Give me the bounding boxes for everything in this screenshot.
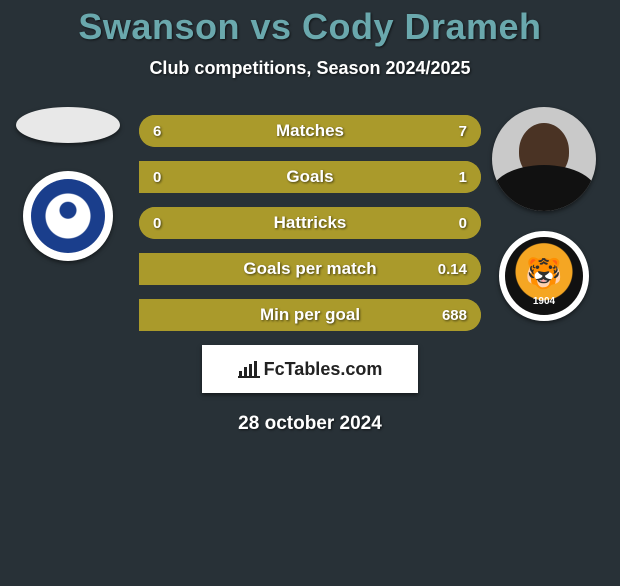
stat-label: Min per goal: [139, 299, 481, 331]
stat-label: Matches: [139, 115, 481, 147]
left-club-badge: ★: [23, 171, 113, 261]
left-player-photo-placeholder: [16, 107, 120, 143]
stat-value-right: 7: [459, 115, 467, 147]
stat-bars: 6Matches70Goals10Hattricks0Goals per mat…: [139, 115, 481, 331]
star-icon: ★: [61, 195, 75, 215]
right-player-photo: [492, 107, 596, 211]
stat-bar: Min per goal688: [139, 299, 481, 331]
left-player-column: ★: [8, 107, 128, 261]
attribution-text: FcTables.com: [264, 359, 383, 380]
right-club-badge: 🐯 1904: [499, 231, 589, 321]
page-title: Swanson vs Cody Drameh: [0, 6, 620, 48]
barchart-icon: [238, 360, 260, 378]
stat-label: Goals per match: [139, 253, 481, 285]
stat-label: Goals: [139, 161, 481, 193]
comparison-stage: ★ 🐯 1904 6Matches70Goals10Hattricks0Goal…: [0, 115, 620, 435]
club-founded-year: 1904: [533, 296, 555, 307]
attribution-box: FcTables.com: [202, 345, 418, 393]
right-player-column: 🐯 1904: [490, 107, 598, 321]
stat-value-right: 688: [442, 299, 467, 331]
stat-value-right: 0.14: [438, 253, 467, 285]
stat-bar: Goals per match0.14: [139, 253, 481, 285]
stat-label: Hattricks: [139, 207, 481, 239]
page-subtitle: Club competitions, Season 2024/2025: [0, 58, 620, 79]
stat-bar: 0Hattricks0: [139, 207, 481, 239]
stat-value-right: 0: [459, 207, 467, 239]
stat-bar: 0Goals1: [139, 161, 481, 193]
snapshot-date: 28 october 2024: [0, 413, 620, 435]
stat-bar: 6Matches7: [139, 115, 481, 147]
tiger-icon: 🐯: [525, 256, 562, 291]
stat-value-right: 1: [459, 161, 467, 193]
